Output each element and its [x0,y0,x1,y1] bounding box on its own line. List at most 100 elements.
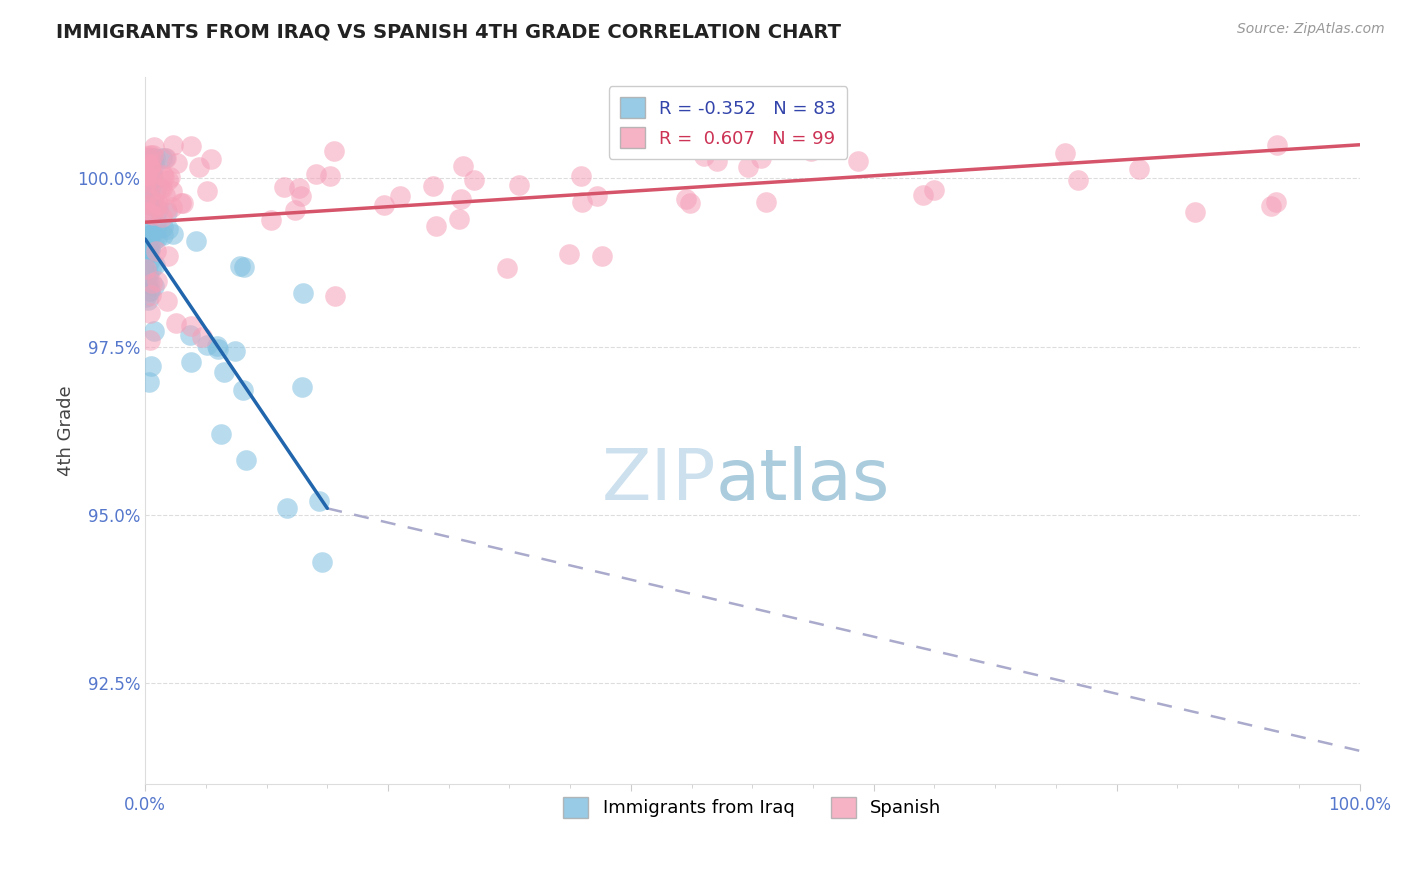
Point [135,165,157,179]
Point [135,205,157,219]
Point [142,171,165,186]
Point [136,157,159,171]
Point [305,167,328,181]
Point [571,194,593,209]
Point [135,178,157,193]
Point [224,344,246,359]
Point [200,152,222,166]
Point [169,196,191,211]
Point [138,181,160,195]
Point [141,167,163,181]
Point [138,182,160,196]
Point [159,169,181,184]
Text: IMMIGRANTS FROM IRAQ VS SPANISH 4TH GRADE CORRELATION CHART: IMMIGRANTS FROM IRAQ VS SPANISH 4TH GRAD… [56,22,841,41]
Point [162,184,184,198]
Point [155,151,177,165]
Point [152,151,174,165]
Point [180,139,202,153]
Point [138,243,160,257]
Point [143,279,166,293]
Point [233,260,256,274]
Point [153,151,176,165]
Point [287,181,309,195]
Point [138,198,160,212]
Point [143,198,166,212]
Point [135,290,157,304]
Point [157,173,180,187]
Point [145,244,167,259]
Point [135,262,157,277]
Point [136,275,159,289]
Point [142,158,165,172]
Point [1265,194,1288,209]
Point [153,170,176,185]
Point [191,330,214,344]
Point [139,147,162,161]
Point [135,168,157,182]
Point [143,151,166,165]
Point [800,145,823,159]
Point [276,501,298,516]
Point [495,261,517,276]
Point [425,219,447,233]
Point [135,176,157,190]
Point [135,228,157,243]
Point [145,200,167,214]
Point [388,188,411,202]
Point [323,289,346,303]
Point [308,494,330,508]
Legend: Immigrants from Iraq, Spanish: Immigrants from Iraq, Spanish [555,789,949,825]
Point [155,202,177,217]
Point [139,151,162,165]
Point [135,151,157,165]
Point [156,222,179,236]
Point [141,276,163,290]
Point [139,199,162,213]
Point [754,195,776,210]
Point [138,284,160,298]
Point [152,228,174,243]
Point [679,196,702,211]
Point [212,365,235,379]
Point [139,157,162,171]
Point [138,160,160,174]
Point [139,287,162,301]
Point [135,219,157,233]
Point [136,241,159,255]
Point [139,195,162,210]
Point [284,202,307,217]
Point [141,227,163,242]
Point [150,210,173,224]
Point [1054,146,1077,161]
Point [139,151,162,165]
Point [205,339,228,353]
Point [508,178,530,192]
Point [160,200,183,214]
Point [143,258,166,272]
Point [139,175,162,189]
Point [136,149,159,163]
Point [149,181,172,195]
Point [591,249,613,263]
Point [148,202,170,217]
Point [675,192,697,206]
Point [146,274,169,288]
Point [135,262,157,277]
Point [145,219,167,234]
Point [135,196,157,211]
Point [569,169,592,183]
Point [207,343,229,357]
Point [146,197,169,211]
Point [145,184,167,198]
Point [156,204,179,219]
Point [138,276,160,290]
Point [139,241,162,255]
Point [139,359,162,374]
Point [136,242,159,256]
Point [162,137,184,152]
Point [209,427,232,442]
Point [135,191,157,205]
Point [453,159,475,173]
Point [737,160,759,174]
Point [273,180,295,194]
